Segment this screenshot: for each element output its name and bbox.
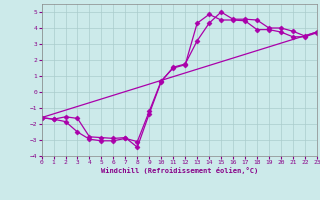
X-axis label: Windchill (Refroidissement éolien,°C): Windchill (Refroidissement éolien,°C) <box>100 167 258 174</box>
